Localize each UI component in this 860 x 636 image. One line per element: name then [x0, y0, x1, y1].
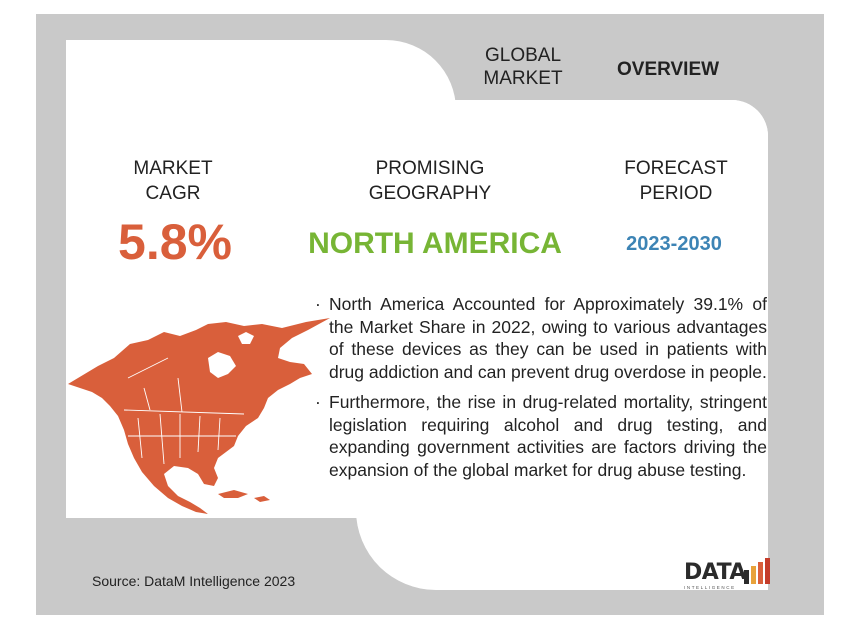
- datam-logo: DATA INTELLIGENCE: [684, 556, 778, 594]
- forecast-period-value: 2023-2030: [626, 233, 722, 255]
- cagr-value: 5.8%: [118, 214, 232, 270]
- geography-value: NORTH AMERICA: [308, 227, 562, 260]
- forecast-period-label: FORECAST PERIOD: [624, 158, 728, 204]
- bullet-text: Furthermore, the rise in drug-related mo…: [329, 392, 767, 480]
- logo-text: DATA: [684, 560, 746, 585]
- global-market-heading: GLOBAL MARKET: [483, 45, 563, 89]
- logo-bars-icon: [744, 558, 770, 584]
- bullet-item: · North America Accounted for Approximate…: [315, 294, 767, 382]
- bullet-item: · Furthermore, the rise in drug-related m…: [315, 392, 767, 480]
- overview-heading: OVERVIEW: [617, 59, 720, 80]
- north-america-map-icon: [68, 318, 330, 514]
- logo-subtext: INTELLIGENCE: [684, 585, 736, 590]
- overview-bullets: · North America Accounted for Approximate…: [313, 293, 767, 489]
- promising-geography-label: PROMISING GEOGRAPHY: [368, 158, 492, 204]
- bullet-text: North America Accounted for Approximatel…: [329, 294, 767, 382]
- market-cagr-label: MARKET CAGR: [133, 158, 213, 204]
- source-caption: Source: DataM Intelligence 2023: [92, 573, 296, 589]
